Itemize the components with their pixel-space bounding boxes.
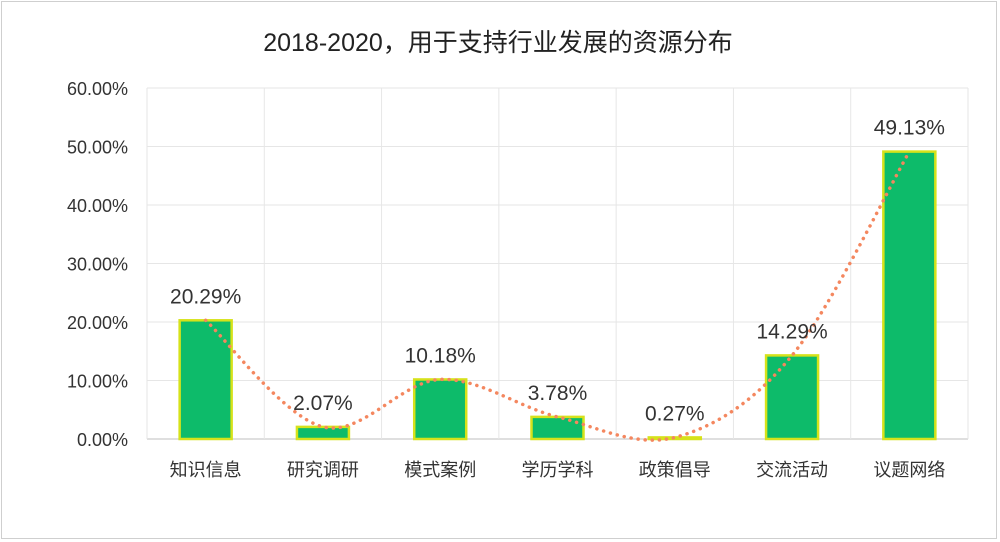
x-category-label: 议题网络 <box>873 460 945 480</box>
bar <box>764 354 820 441</box>
x-category-label: 知识信息 <box>170 460 242 480</box>
x-category-label: 交流活动 <box>756 460 828 480</box>
chart-title: 2018-2020，用于支持行业发展的资源分布 <box>263 29 733 57</box>
grid-lines <box>146 87 969 440</box>
data-label: 0.27% <box>645 402 705 425</box>
data-label: 10.18% <box>405 344 476 367</box>
x-category-label: 研究调研 <box>287 460 359 480</box>
y-tick-label: 60.00% <box>67 79 128 99</box>
data-label: 14.29% <box>756 320 827 343</box>
y-tick-label: 40.00% <box>67 196 128 216</box>
y-tick-label: 30.00% <box>67 255 128 275</box>
trendline <box>203 149 912 442</box>
y-axis: 0.00% 10.00% 20.00% 30.00% 40.00% 50.00% 60.00… <box>67 79 128 450</box>
bar <box>412 378 468 441</box>
y-tick-label: 50.00% <box>67 138 128 158</box>
x-category-label: 模式案例 <box>404 460 476 480</box>
x-axis: 知识信息 研究调研 模式案例 学历学科 政策倡导 交流活动 议题网络 <box>170 460 946 480</box>
y-tick-label: 10.00% <box>67 372 128 392</box>
bars <box>178 150 937 441</box>
data-labels: 20.29% 2.07% 10.18% 3.78% 0.27% 14.29% 49.13% <box>170 117 945 426</box>
data-label: 20.29% <box>170 285 241 308</box>
bar <box>882 150 937 441</box>
bar <box>178 319 233 441</box>
x-category-label: 政策倡导 <box>639 460 711 480</box>
x-category-label: 学历学科 <box>522 460 594 480</box>
trendline-path <box>203 149 912 442</box>
data-label: 2.07% <box>293 392 353 415</box>
data-label: 49.13% <box>874 117 945 140</box>
y-tick-label: 20.00% <box>67 313 128 333</box>
data-label: 3.78% <box>528 382 588 405</box>
bar <box>530 415 585 441</box>
y-tick-label: 0.00% <box>77 430 128 450</box>
bar <box>295 425 351 441</box>
